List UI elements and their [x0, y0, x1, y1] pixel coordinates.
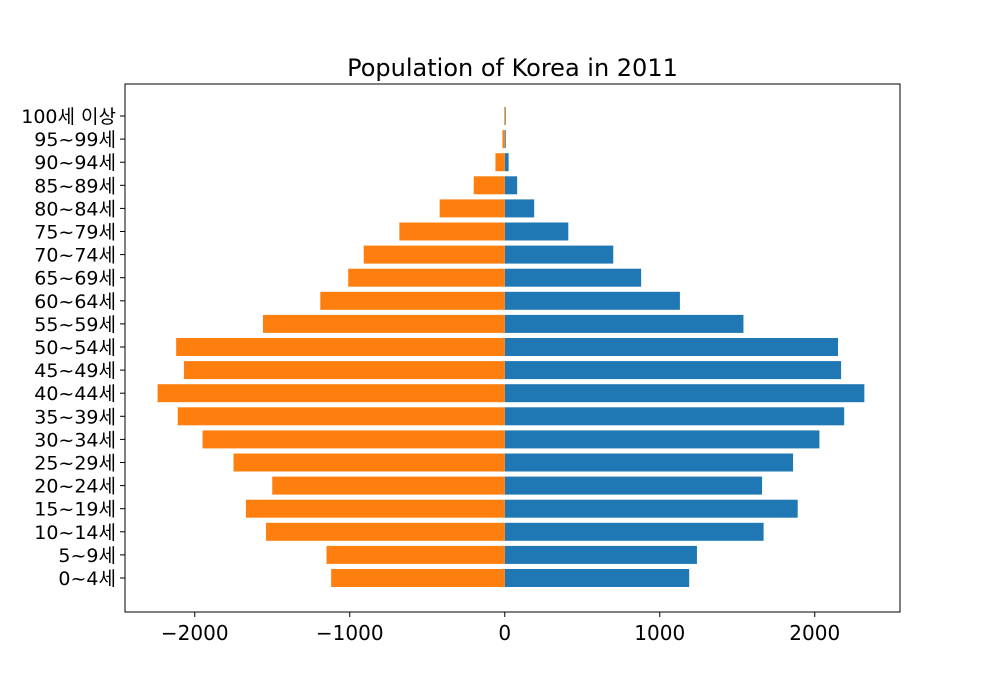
y-tick-label: 85~89세: [34, 175, 116, 197]
y-tick-label: 60~64세: [34, 291, 116, 313]
bar-negative-1: [326, 545, 505, 564]
bar-negative-6: [202, 430, 505, 449]
bars-group: [157, 107, 865, 587]
y-tick-label: 35~39세: [34, 406, 116, 428]
y-tick-label: 10~14세: [34, 522, 116, 544]
x-tick-label: 0: [498, 621, 511, 645]
bar-positive-6: [504, 430, 820, 449]
bar-negative-0: [331, 569, 505, 587]
plot-frame: [124, 83, 901, 613]
y-tick-label: 80~84세: [34, 198, 116, 220]
y-tick-label: 15~19세: [34, 499, 116, 521]
bar-positive-9: [504, 361, 842, 380]
x-tick-label: 1000: [634, 621, 685, 645]
chart-title: Population of Korea in 2011: [347, 54, 678, 82]
bar-negative-5: [233, 453, 505, 472]
bar-positive-14: [504, 245, 614, 264]
bar-positive-12: [504, 291, 680, 310]
bar-positive-2: [504, 522, 764, 541]
bar-positive-3: [504, 499, 798, 518]
bar-negative-15: [399, 222, 505, 241]
y-tick-label: 95~99세: [34, 129, 116, 151]
y-tick-label: 100세 이상: [21, 106, 116, 128]
y-tick-label: 25~29세: [34, 453, 116, 475]
bar-positive-10: [504, 338, 838, 356]
bar-negative-16: [439, 199, 505, 218]
x-axis: −2000 −1000 0 1000 2000: [161, 612, 840, 645]
bar-negative-8: [157, 384, 505, 403]
bar-negative-2: [266, 522, 505, 541]
y-tick-label: 30~34세: [34, 429, 116, 451]
bar-negative-17: [473, 176, 505, 195]
bar-positive-5: [504, 453, 794, 472]
bar-negative-3: [245, 499, 505, 518]
bar-positive-11: [504, 314, 744, 333]
bar-negative-13: [348, 268, 505, 287]
y-tick-label: 75~79세: [34, 222, 116, 244]
bar-positive-0: [504, 569, 690, 587]
y-tick-label: 0~4세: [58, 568, 116, 590]
bar-positive-19: [504, 130, 506, 149]
bar-negative-14: [363, 245, 505, 264]
y-tick-label: 70~74세: [34, 245, 116, 267]
y-tick-label: 20~24세: [34, 476, 116, 498]
y-tick-label: 65~69세: [34, 268, 116, 290]
bar-negative-18: [495, 153, 505, 172]
y-tick-label: 90~94세: [34, 152, 116, 174]
x-tick-label: −2000: [161, 621, 229, 645]
bar-positive-4: [504, 476, 763, 495]
y-tick-label: 40~44세: [34, 383, 116, 405]
bar-positive-16: [504, 199, 535, 218]
y-tick-label: 55~59세: [34, 314, 116, 336]
bar-negative-10: [176, 338, 505, 356]
bar-negative-11: [262, 314, 505, 333]
bar-negative-12: [320, 291, 505, 310]
bar-positive-15: [504, 222, 569, 241]
y-tick-label: 50~54세: [34, 337, 116, 359]
bar-positive-1: [504, 545, 697, 564]
x-tick-label: −1000: [316, 621, 384, 645]
bar-negative-7: [177, 407, 505, 426]
bar-negative-19: [502, 130, 505, 149]
bar-positive-13: [504, 268, 642, 287]
bar-negative-9: [183, 361, 505, 380]
y-tick-label: 45~49세: [34, 360, 116, 382]
y-axis: 0~4세5~9세10~14세15~19세20~24세25~29세30~34세35…: [21, 106, 125, 590]
bar-positive-7: [504, 407, 845, 426]
bar-positive-17: [504, 176, 518, 195]
bar-negative-4: [272, 476, 505, 495]
bar-positive-18: [504, 153, 509, 172]
x-tick-label: 2000: [789, 621, 840, 645]
bar-negative-20: [504, 107, 506, 125]
y-tick-label: 5~9세: [58, 545, 116, 567]
bar-positive-8: [504, 384, 865, 403]
